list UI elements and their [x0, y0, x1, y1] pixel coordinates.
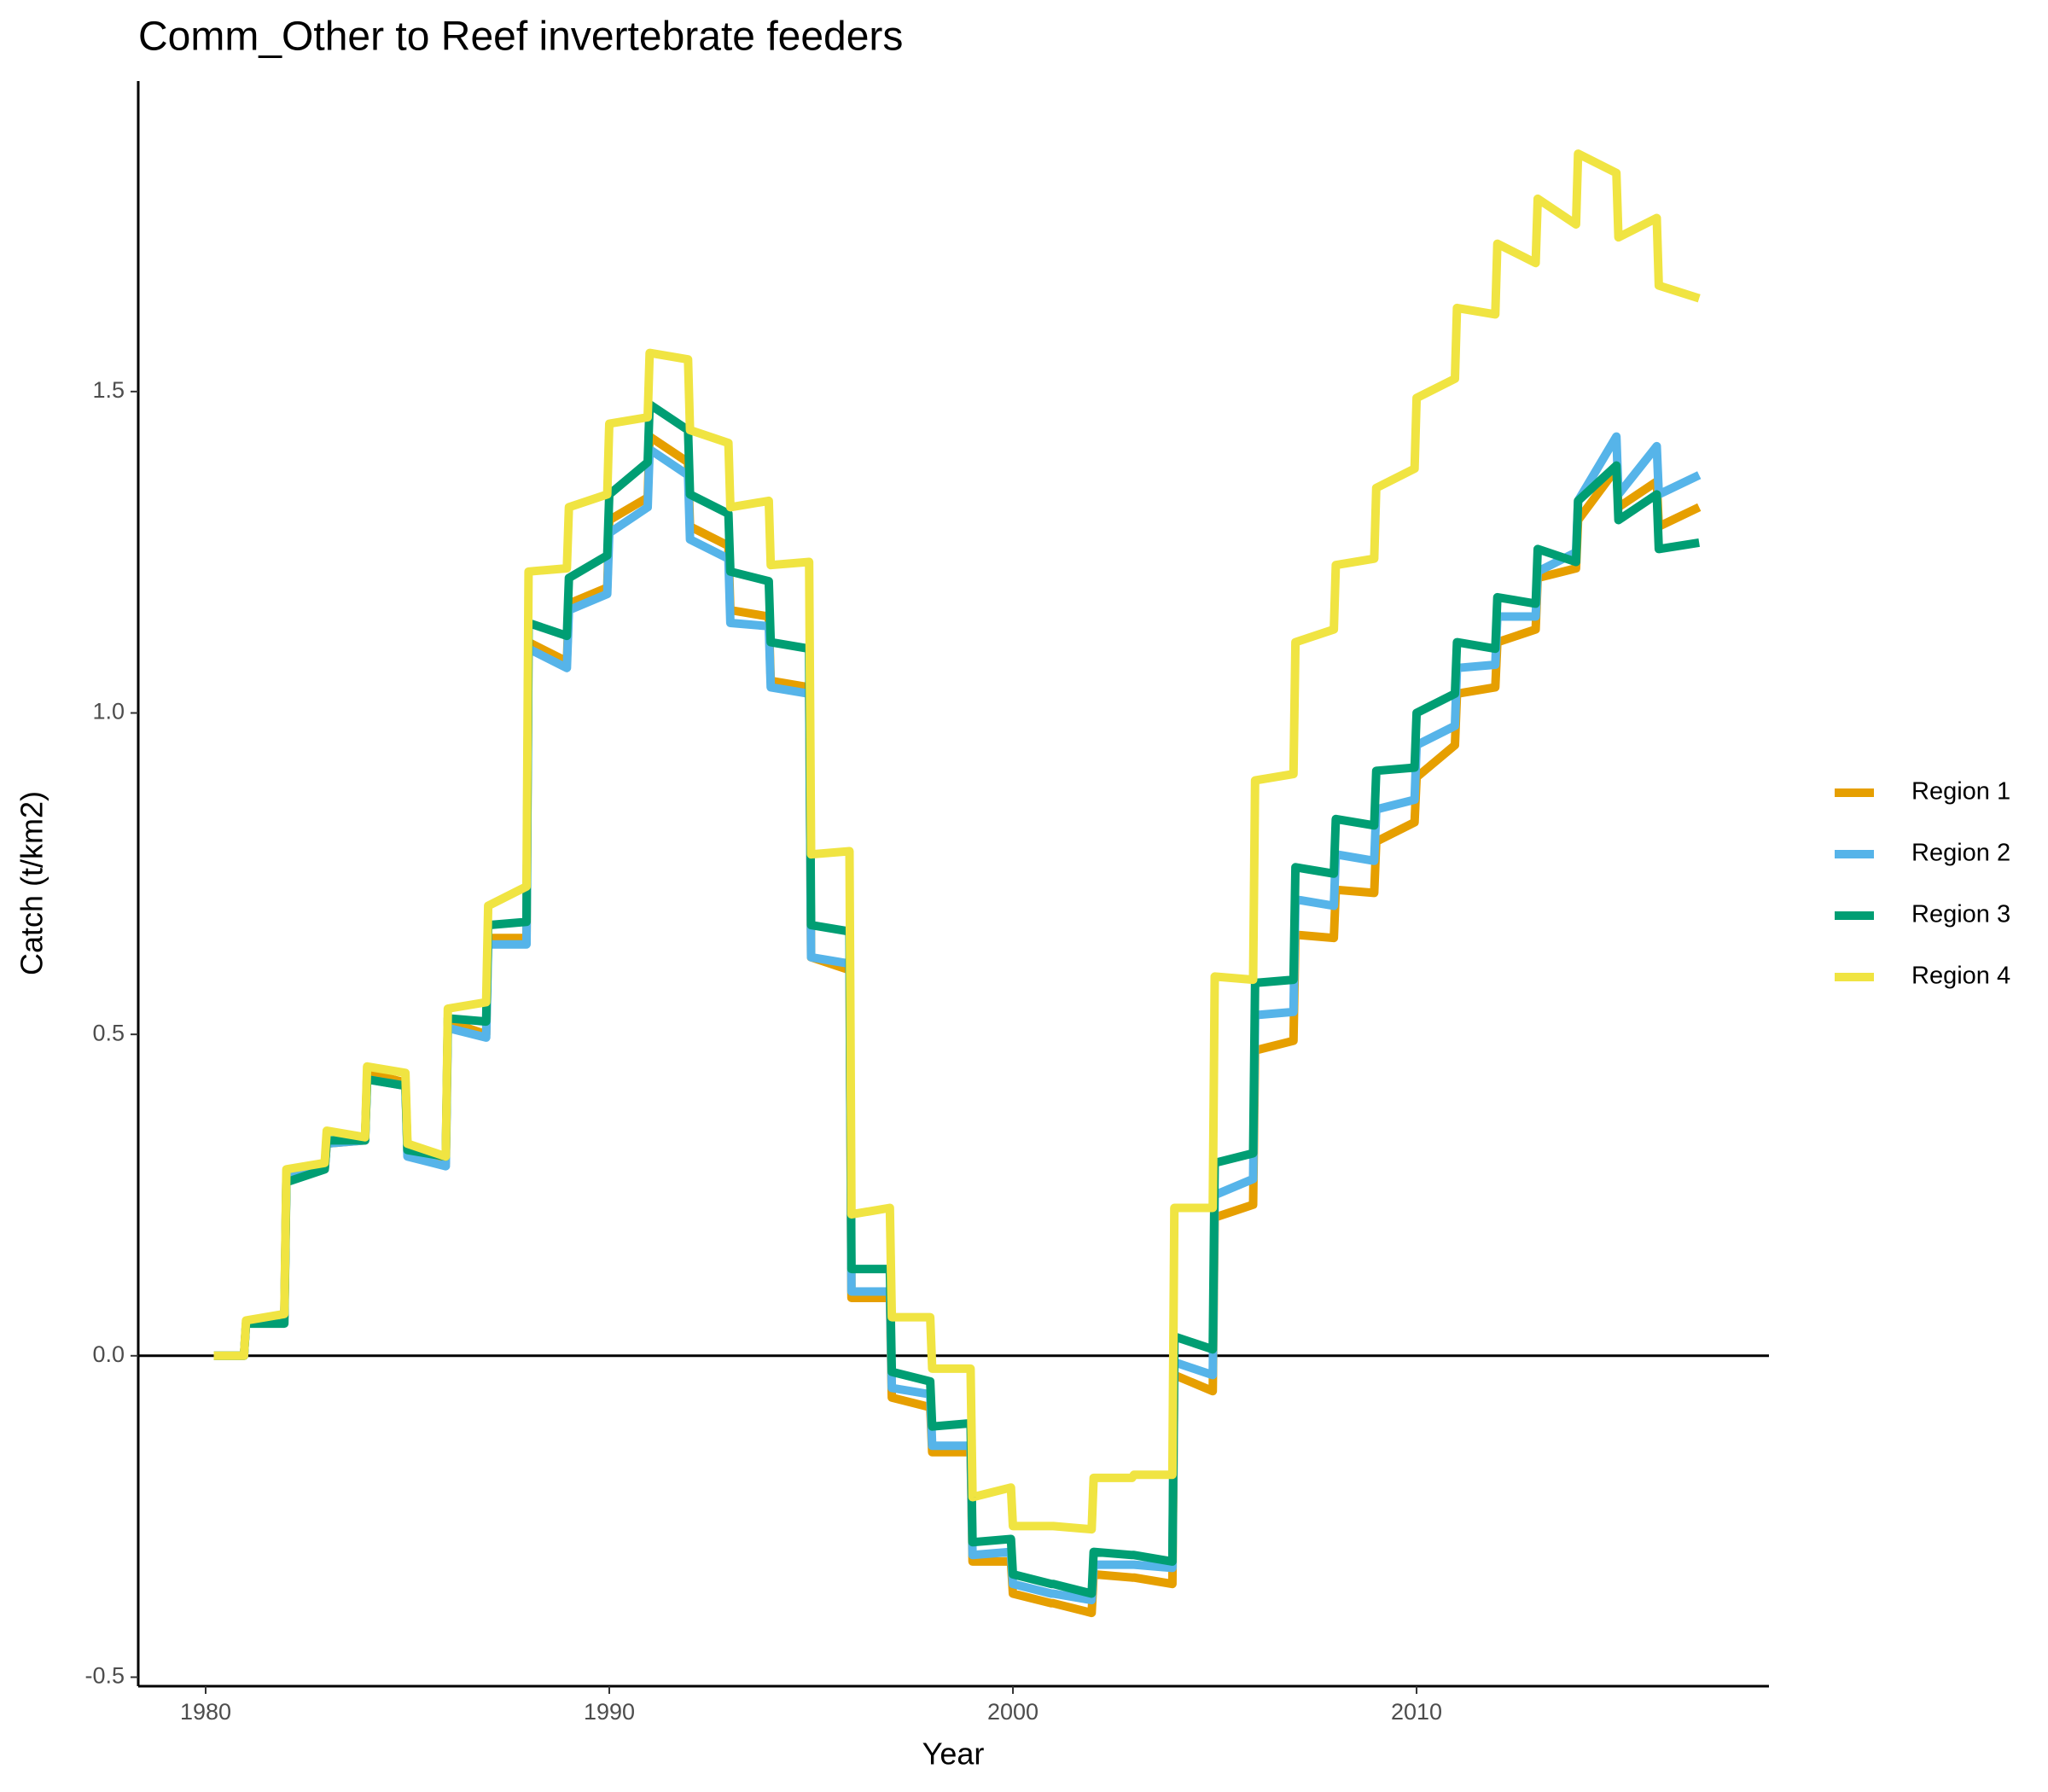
x-tick-label: 1990	[584, 1699, 635, 1725]
y-tick-label: 1.0	[92, 699, 125, 724]
legend-label: Region 2	[1911, 840, 2010, 867]
series-line	[213, 149, 1701, 1534]
x-axis-title: Year	[922, 1737, 985, 1772]
series-line	[213, 432, 1702, 1605]
x-tick-label: 1980	[180, 1699, 231, 1725]
y-tick-label: 1.5	[92, 377, 125, 403]
y-tick-label: 0.5	[92, 1020, 125, 1045]
legend-label: Region 3	[1911, 901, 2010, 928]
y-tick-label: 0.0	[92, 1341, 125, 1367]
chart-title: Comm_Other to Reef invertebrate feeders	[138, 15, 903, 60]
series-line	[213, 432, 1702, 1618]
y-tick-label: -0.5	[84, 1663, 125, 1689]
series-line	[213, 399, 1700, 1598]
legend-label: Region 1	[1911, 778, 2010, 806]
x-tick-label: 2000	[987, 1699, 1039, 1725]
legend-label: Region 4	[1911, 963, 2010, 990]
x-tick-label: 2010	[1391, 1699, 1442, 1725]
y-axis-title: Catch (t/km2)	[15, 791, 49, 975]
